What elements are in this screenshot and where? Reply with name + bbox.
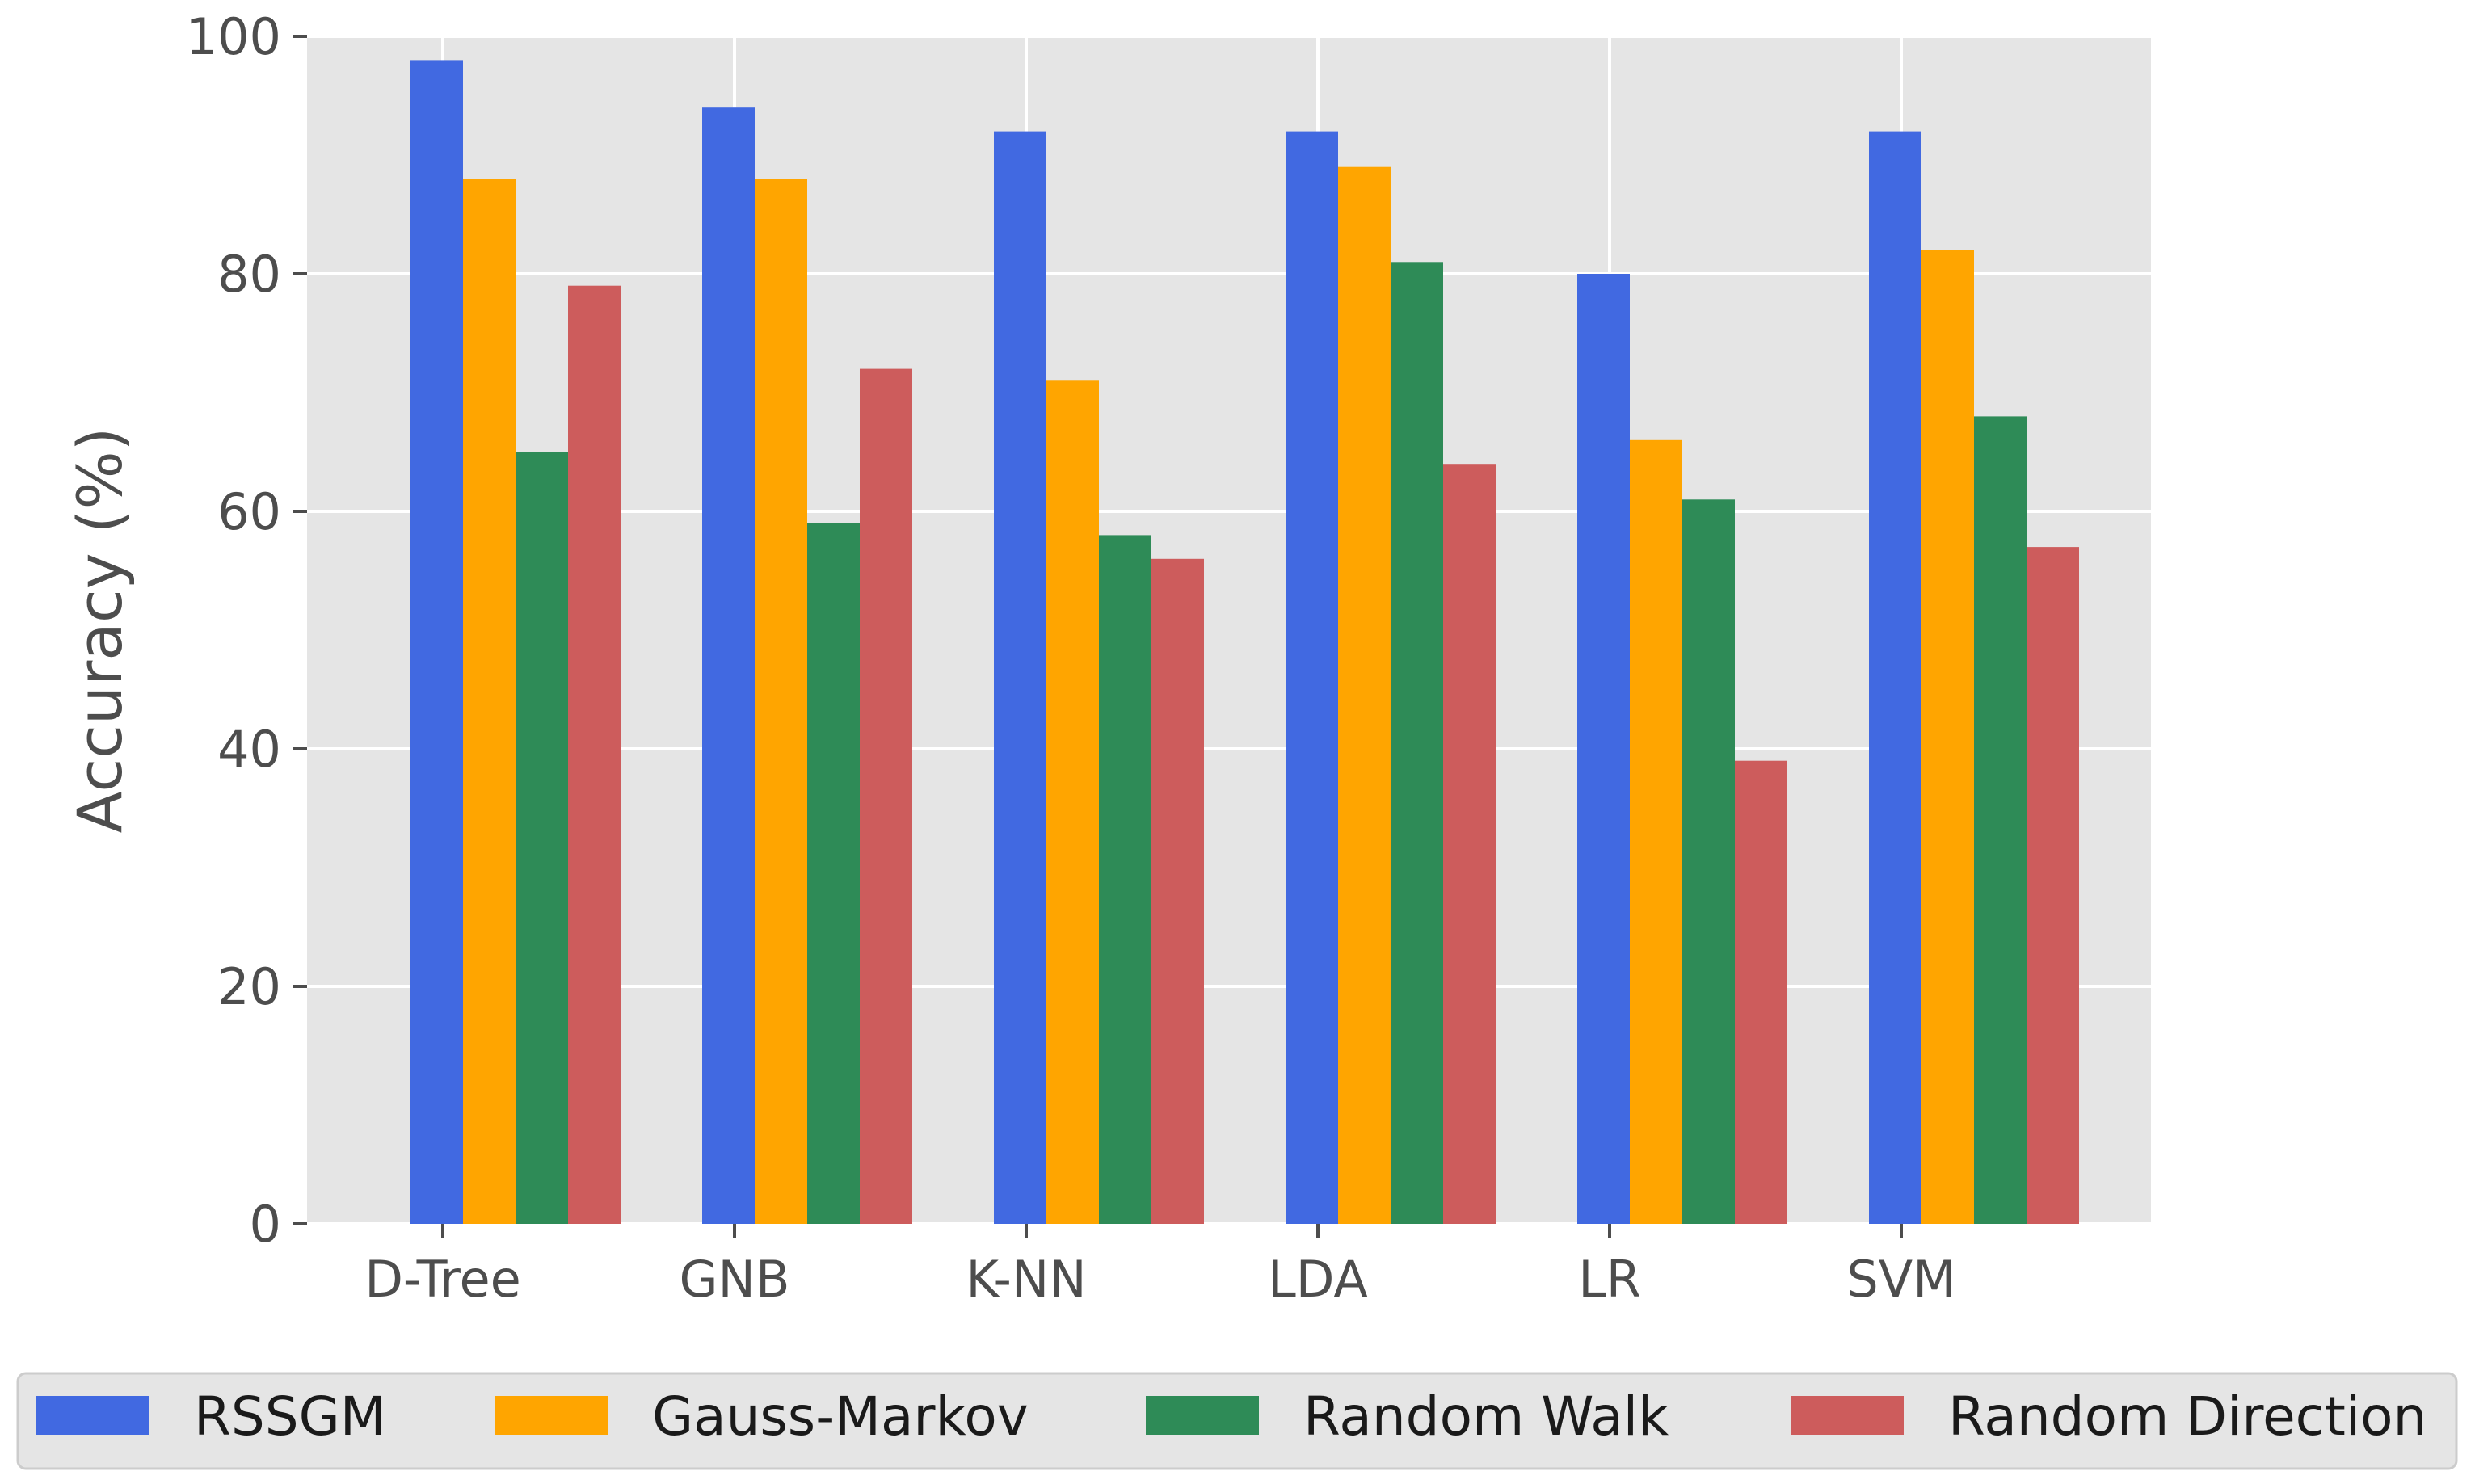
- x-axis: D-Tree GNB K-NN LDA LR SVM: [364, 1224, 1956, 1309]
- bar-random-walk-svm: [1974, 416, 2027, 1224]
- y-tick-label: 20: [217, 957, 281, 1016]
- y-tick-label: 60: [217, 482, 281, 541]
- bar-gauss-markov-gnb: [755, 179, 807, 1224]
- bar-random-direction-lda: [1443, 464, 1496, 1224]
- bar-random-walk-d-tree: [516, 452, 568, 1224]
- bar-random-walk-k-nn: [1099, 535, 1151, 1224]
- y-axis: 0 20 40 60 80 100: [186, 7, 307, 1254]
- legend-swatch: [495, 1396, 608, 1435]
- bars: [410, 60, 2079, 1225]
- bar-rssgm-gnb: [702, 107, 755, 1225]
- legend: RSSGM Gauss-Markov Random Walk Random Direc…: [16, 1372, 2458, 1470]
- y-tick-label: 40: [217, 720, 281, 779]
- bar-gauss-markov-k-nn: [1046, 380, 1099, 1224]
- bar-random-direction-k-nn: [1151, 558, 1204, 1224]
- bar-rssgm-k-nn: [994, 131, 1046, 1225]
- legend-label: Random Direction: [1948, 1385, 2427, 1448]
- bar-random-walk-lr: [1682, 499, 1735, 1224]
- bar-random-walk-lda: [1391, 262, 1443, 1224]
- bar-random-walk-gnb: [807, 523, 860, 1224]
- bar-random-direction-d-tree: [568, 285, 621, 1225]
- bar-gauss-markov-lr: [1630, 439, 1682, 1224]
- x-tick-label: GNB: [680, 1250, 790, 1309]
- x-tick-label: SVM: [1846, 1250, 1955, 1309]
- bar-random-direction-lr: [1735, 760, 1787, 1224]
- y-tick-label: 80: [217, 245, 281, 304]
- legend-swatch: [1791, 1396, 1904, 1435]
- legend-swatch: [36, 1396, 149, 1435]
- bar-rssgm-lr: [1577, 274, 1630, 1224]
- y-tick-label: 100: [186, 7, 281, 66]
- bar-gauss-markov-d-tree: [463, 179, 516, 1224]
- y-tick-label: 0: [250, 1195, 281, 1254]
- x-tick-label: LDA: [1268, 1250, 1368, 1309]
- legend-label: Random Walk: [1303, 1385, 1669, 1448]
- legend-label: Gauss-Markov: [652, 1385, 1029, 1448]
- x-tick-label: D-Tree: [364, 1250, 521, 1309]
- bar-rssgm-lda: [1286, 131, 1338, 1225]
- x-tick-label: LR: [1578, 1250, 1641, 1309]
- bar-random-direction-gnb: [860, 368, 912, 1225]
- legend-label: RSSGM: [194, 1385, 386, 1448]
- bar-rssgm-d-tree: [410, 60, 463, 1224]
- bar-random-direction-svm: [2027, 547, 2079, 1224]
- bar-gauss-markov-lda: [1338, 166, 1391, 1225]
- bar-gauss-markov-svm: [1921, 250, 1974, 1225]
- y-axis-label: Accuracy (%): [64, 427, 136, 834]
- legend-swatch: [1146, 1396, 1259, 1435]
- bar-rssgm-svm: [1869, 131, 1921, 1225]
- x-tick-label: K-NN: [966, 1250, 1086, 1309]
